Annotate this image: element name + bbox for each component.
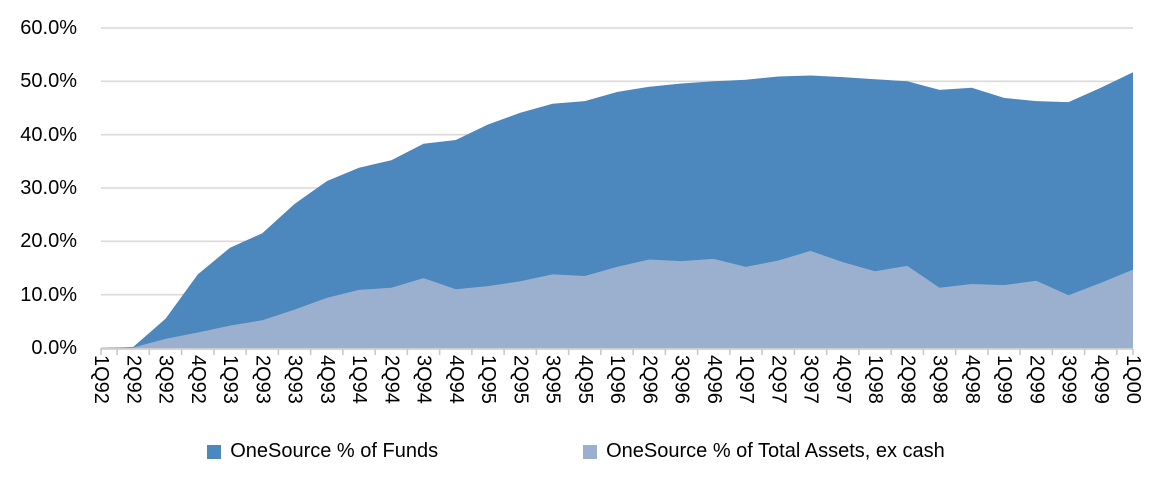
x-axis-tick-label: 1Q93 [219,355,241,404]
x-axis-tick-label: 3Q94 [412,355,435,404]
area-series-1 [101,250,1133,348]
x-axis-tick-label: 3Q99 [1057,355,1080,404]
y-axis-tick-label: 50.0% [20,70,77,93]
x-axis-tick-label: 3Q97 [799,355,822,404]
x-axis-tick-label: 2Q92 [122,355,145,404]
x-axis-tick-label: 2Q99 [1025,355,1048,404]
x-axis-labels: 1Q92 2Q92 3Q92 4Q92 1Q93 2Q93 3Q93 4Q93 1Q94 2Q94… [90,355,1144,404]
x-axis-tick-label: 2Q93 [251,355,274,404]
x-axis-tick-label: 4Q92 [186,355,209,404]
chart-legend: OneSource % of Funds OneSource % of Tota… [0,440,1152,463]
legend-label-funds: OneSource % of Funds [230,440,439,462]
x-axis-tick-label: 1Q98 [864,355,886,404]
legend-item-total-assets: OneSource % of Total Assets, ex cash [583,440,945,463]
legend-item-funds: OneSource % of Funds [207,440,438,463]
x-axis-tick-label: 2Q96 [638,355,661,404]
x-axis-tick-label: 1Q96 [606,355,628,404]
x-axis-tick-label: 2Q95 [509,355,532,404]
x-axis-tick-label: 2Q94 [380,355,403,404]
x-axis-tick-label: 4Q99 [1089,355,1112,404]
legend-swatch-total-assets-icon [583,444,598,459]
x-axis-tick-label: 1Q00 [1122,355,1144,404]
y-axis-tick-label: 40.0% [20,123,77,146]
x-axis-tick-label: 1Q95 [477,355,499,404]
x-axis-tick-label: 4Q97 [831,355,854,404]
x-axis-tick-label: 4Q96 [702,355,725,404]
x-axis-tick-label: 1Q92 [90,355,112,404]
x-axis-tick-label: 3Q98 [928,355,951,404]
y-axis-tick-label: 60.0% [20,17,77,39]
x-axis-tick-label: 1Q97 [735,355,757,404]
y-axis-labels: 0.0% 10.0% 20.0% 30.0% 40.0% 50.0% 60.0% [0,0,88,360]
x-axis-tick-label: 1Q99 [993,355,1015,404]
x-axis-tick-label: 3Q92 [154,355,177,404]
x-axis-tick-label: 3Q93 [283,355,306,404]
legend-swatch-funds-icon [207,444,222,459]
x-axis-tick-label: 3Q96 [670,355,693,404]
y-axis-tick-label: 10.0% [20,283,77,306]
y-axis-tick-label: 20.0% [20,230,77,253]
x-axis-tick-label: 2Q98 [896,355,919,404]
x-axis-tick-label: 4Q94 [444,355,467,404]
y-axis-tick-label: 30.0% [20,177,77,199]
x-axis-tick-label: 2Q97 [767,355,790,404]
x-axis-tick-label: 1Q94 [348,355,370,404]
legend-label-total-assets: OneSource % of Total Assets, ex cash [606,440,945,462]
x-axis-tick-label: 4Q95 [573,355,596,404]
x-axis-tick-label: 3Q95 [541,355,564,404]
x-axis-tick-label: 4Q98 [960,355,983,404]
y-axis-tick-label: 0.0% [31,337,77,359]
x-axis-tick-label: 4Q93 [315,355,338,404]
